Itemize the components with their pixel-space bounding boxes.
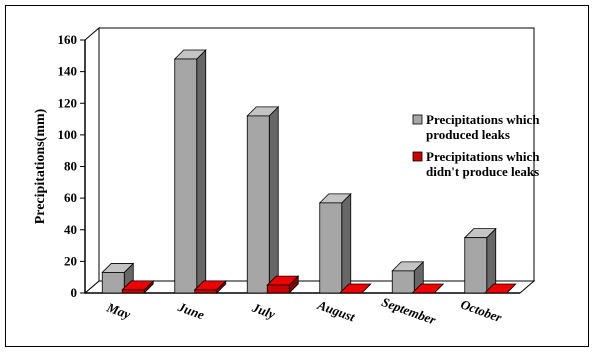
x-category-label: August bbox=[315, 297, 357, 325]
bar-july-series-1 bbox=[246, 115, 270, 294]
y-tick-label: 40 bbox=[64, 222, 77, 237]
legend-label-2: didn't produce leaks bbox=[426, 164, 539, 179]
bar-august-series-1 bbox=[319, 202, 343, 294]
y-tick-label: 80 bbox=[64, 159, 77, 174]
x-category-label: June bbox=[175, 299, 206, 323]
legend-label-1: Precipitations which bbox=[426, 112, 540, 127]
bar-july-series-1-side bbox=[268, 105, 279, 294]
y-tick-label: 120 bbox=[58, 95, 78, 110]
bar-june-series-1-side bbox=[196, 49, 207, 294]
bar-july-series-2 bbox=[266, 284, 290, 294]
y-tick-label: 140 bbox=[58, 64, 78, 79]
y-tick-label: 20 bbox=[64, 253, 77, 268]
bar-june-series-2 bbox=[194, 289, 218, 294]
bar-august-series-1-side bbox=[341, 192, 352, 294]
y-tick-label: 0 bbox=[71, 285, 78, 300]
bar-october-series-1-side bbox=[486, 227, 497, 294]
bar-may-series-2 bbox=[121, 289, 145, 294]
x-category-label: July bbox=[249, 299, 277, 321]
legend-label-2: Precipitations which bbox=[426, 149, 540, 164]
y-tick-label: 60 bbox=[64, 190, 77, 205]
legend-swatch-2 bbox=[412, 151, 423, 162]
x-category-label: October bbox=[459, 296, 505, 325]
bar-june-series-1 bbox=[174, 58, 198, 294]
x-category-label: May bbox=[104, 299, 133, 322]
legend-label-1: produced leaks bbox=[426, 127, 510, 142]
side-wall bbox=[84, 26, 100, 295]
bar-september-series-1 bbox=[391, 270, 415, 294]
bar-may-series-1 bbox=[101, 272, 125, 294]
y-axis-title: Precipitations(mm) bbox=[33, 108, 48, 224]
y-tick-label: 160 bbox=[58, 32, 78, 47]
y-tick-label: 100 bbox=[58, 127, 78, 142]
legend-swatch-1 bbox=[412, 114, 423, 125]
x-category-label: September bbox=[380, 294, 439, 328]
bar-october-series-1 bbox=[464, 237, 488, 294]
